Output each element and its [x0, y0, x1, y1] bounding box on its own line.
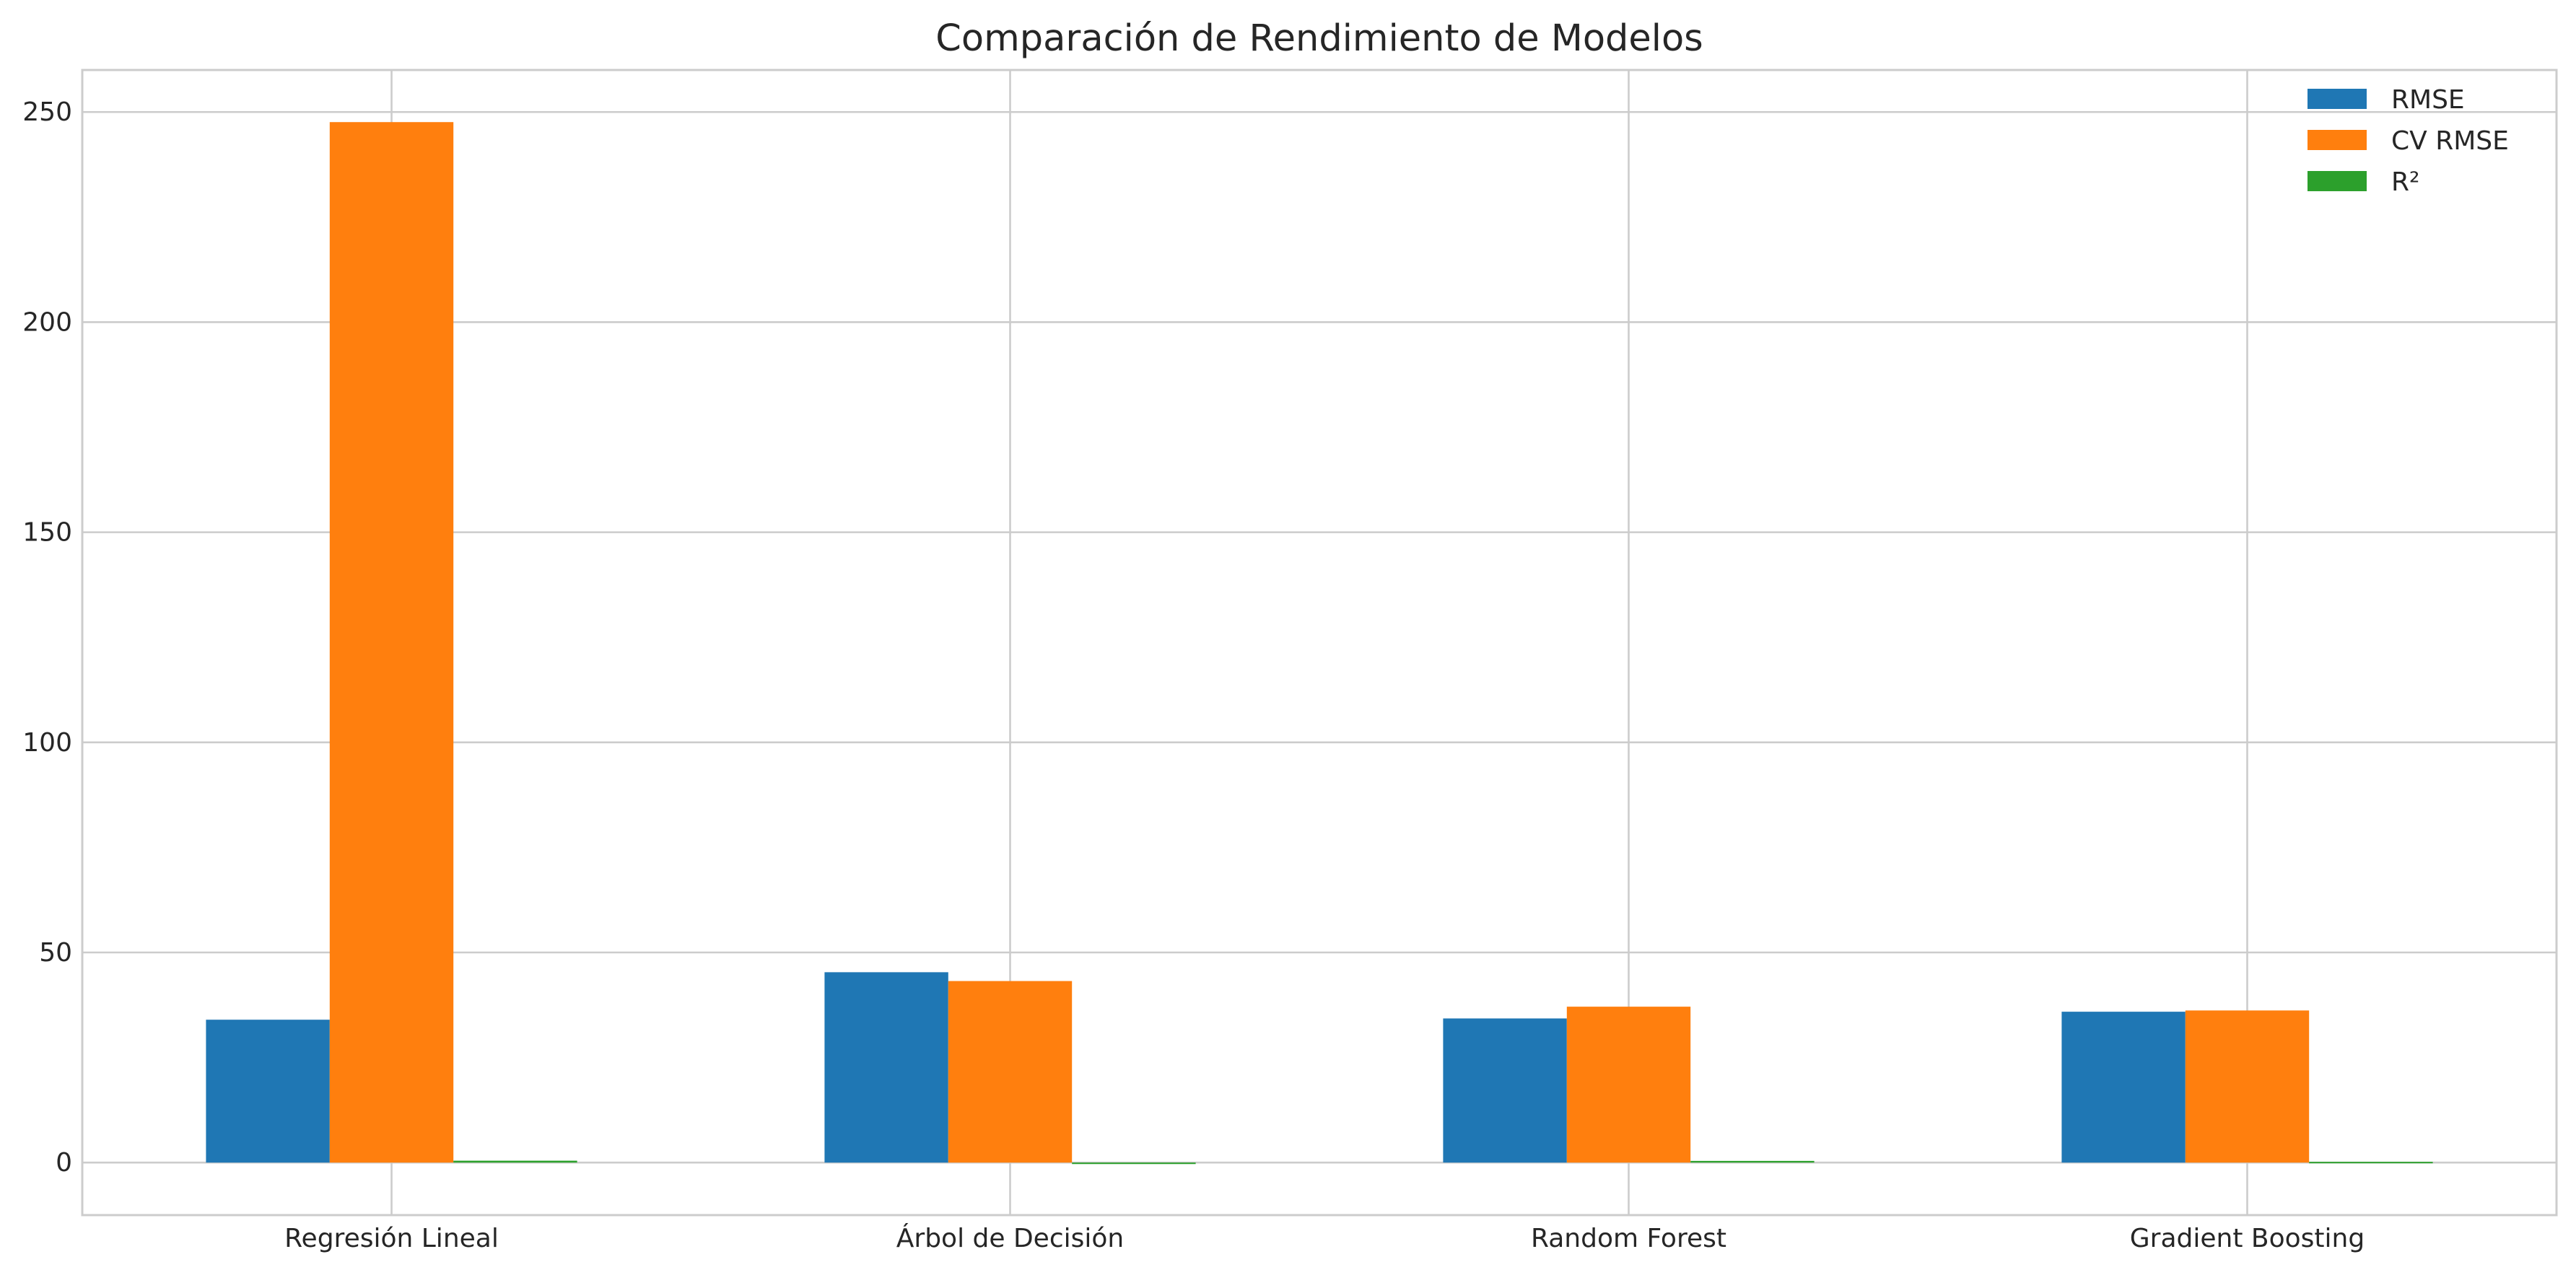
x-axis-ticks: Regresión Lineal Árbol de Decisión Random …	[284, 1223, 2365, 1253]
y-tick-label: 150	[22, 518, 72, 548]
x-tick-label: Árbol de Decisión	[896, 1223, 1124, 1253]
x-tick-label: Random Forest	[1531, 1224, 1726, 1253]
bar-rmse-0	[206, 1020, 330, 1163]
legend-swatch	[2308, 130, 2367, 150]
legend-label: R²	[2391, 167, 2419, 197]
y-tick-label: 0	[56, 1148, 72, 1178]
plot-frame	[81, 69, 2558, 1217]
bar-rmse-1	[824, 972, 948, 1163]
legend-swatch	[2308, 171, 2367, 191]
bar-rmse-2	[1443, 1018, 1567, 1163]
y-tick-label: 50	[39, 938, 72, 968]
legend: RMSE CV RMSE R²	[2308, 85, 2509, 197]
x-tick-label: Gradient Boosting	[2130, 1224, 2365, 1253]
y-axis-ticks: 0 50 100 150 200 250	[22, 97, 72, 1178]
bar-r-1	[1072, 1162, 1196, 1165]
bar-r-2	[1690, 1160, 1815, 1163]
legend-swatch	[2308, 89, 2367, 109]
bar-r-0	[453, 1160, 577, 1163]
x-tick-label: Regresión Lineal	[284, 1224, 499, 1253]
y-tick-label: 100	[22, 728, 72, 758]
y-tick-label: 200	[22, 307, 72, 337]
bar-cv-rmse-3	[2185, 1010, 2310, 1163]
chart-title: Comparación de Rendimiento de Modelos	[935, 17, 1703, 60]
bars	[206, 122, 2433, 1165]
legend-label: CV RMSE	[2391, 126, 2509, 156]
bar-rmse-3	[2061, 1012, 2186, 1163]
bar-cv-rmse-2	[1566, 1007, 1691, 1163]
bar-cv-rmse-1	[948, 981, 1073, 1163]
bar-r-3	[2309, 1162, 2433, 1164]
y-tick-label: 250	[22, 97, 72, 127]
bar-cv-rmse-0	[329, 122, 454, 1163]
legend-label: RMSE	[2391, 85, 2465, 115]
